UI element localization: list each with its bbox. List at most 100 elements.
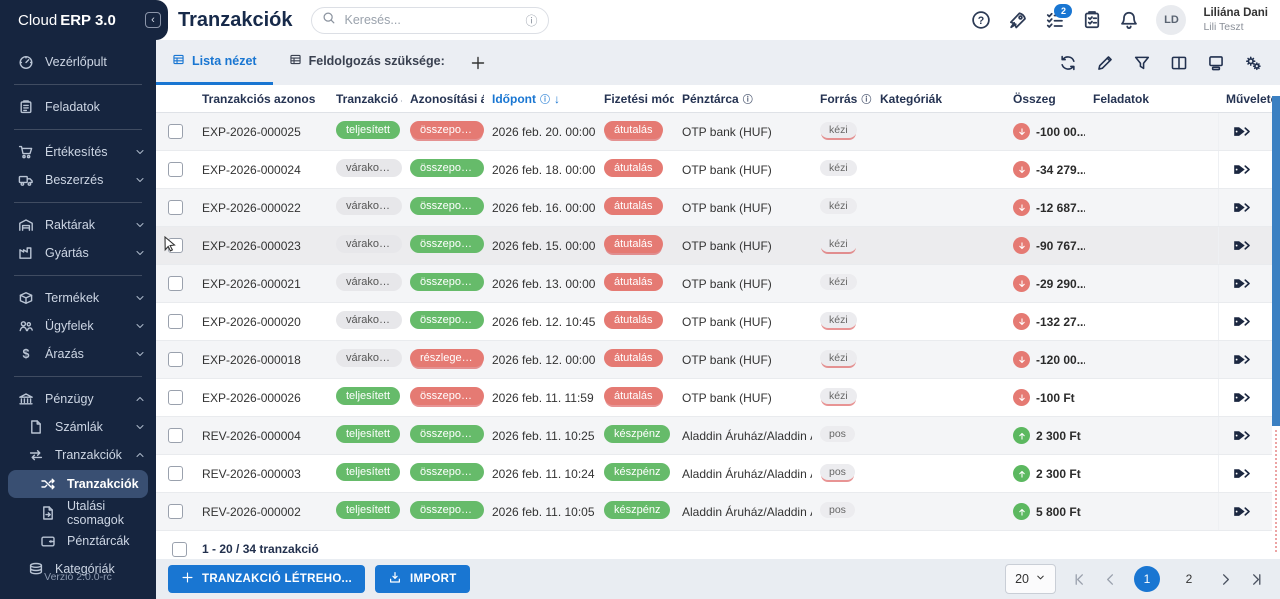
bottom-action-bar: TRANZAKCIÓ LÉTREHO... IMPORT 20 1 2 — [156, 559, 1280, 599]
tags-action-button[interactable] — [1233, 238, 1250, 253]
row-checkbox[interactable] — [167, 390, 183, 405]
table-settings-icon[interactable] — [1244, 54, 1262, 72]
sidebar-item-raktárak[interactable]: Raktárak — [0, 211, 156, 239]
task-list-icon[interactable]: 2 — [1045, 4, 1073, 30]
sidebar-item-vezérlőpult[interactable]: Vezérlőpult — [0, 48, 156, 76]
tags-action-button[interactable] — [1233, 504, 1250, 519]
column-header-időpont[interactable]: Időpont ⓘ ↓ — [484, 91, 596, 107]
row-checkbox[interactable] — [167, 314, 183, 329]
column-header-fizetési-mód[interactable]: Fizetési mód — [596, 92, 674, 106]
row-checkbox[interactable] — [167, 162, 183, 177]
rocket-icon[interactable] — [1008, 10, 1028, 30]
import-button[interactable]: IMPORT — [375, 565, 470, 593]
tags-action-button[interactable] — [1233, 276, 1250, 291]
tags-action-button[interactable] — [1233, 162, 1250, 177]
column-header-forrás[interactable]: Forrás ⓘ — [812, 91, 872, 107]
wallet-name: OTP bank (HUF) — [682, 162, 772, 177]
edit-pencil-icon[interactable] — [1096, 54, 1114, 72]
table-row[interactable]: EXP-2026-000018 várakozik részleges... 2026… — [156, 341, 1272, 379]
sidebar-item-számlák[interactable]: Számlák — [0, 413, 156, 441]
tags-action-button[interactable] — [1233, 466, 1250, 481]
row-checkbox[interactable] — [167, 276, 183, 291]
info-icon[interactable]: ⓘ — [861, 95, 872, 106]
info-icon[interactable]: ⓘ — [539, 95, 550, 106]
row-checkbox[interactable] — [167, 504, 183, 519]
amount-value: -100 Ft — [1036, 390, 1075, 405]
amount-cell: -34 279... — [1005, 161, 1085, 178]
last-page-button[interactable] — [1249, 572, 1264, 587]
avatar[interactable]: LD — [1156, 5, 1187, 35]
table-row[interactable]: EXP-2026-000021 várakozik összepont... 2026… — [156, 265, 1272, 303]
row-checkbox[interactable] — [167, 428, 183, 443]
column-header-művelete[interactable]: Művelete — [1218, 92, 1272, 106]
table-row[interactable]: EXP-2026-000026 teljesített összepont... 20… — [156, 379, 1272, 417]
table-row[interactable]: EXP-2026-000022 várakozik összepont... 2026… — [156, 189, 1272, 227]
column-header-tranzakciós-azonos[interactable]: Tranzakciós azonos — [194, 92, 328, 106]
column-header-tranzakció-álla[interactable]: Tranzakció álla — [328, 92, 402, 106]
page-2-button[interactable]: 2 — [1185, 572, 1193, 586]
create-transaction-button[interactable]: TRANZAKCIÓ LÉTREHO... — [168, 565, 366, 593]
tab-feldolgozas-szukseges[interactable]: Feldolgozás szüksége: — [273, 40, 461, 85]
source-badge: kézi — [820, 274, 857, 290]
row-checkbox[interactable] — [167, 352, 183, 367]
sidebar-item-gyártás[interactable]: Gyártás — [0, 239, 156, 267]
search-info-icon[interactable]: ⓘ — [525, 13, 538, 28]
sidebar-item-kategóriák[interactable]: Kategóriák — [0, 555, 156, 583]
column-header-kategóriák[interactable]: Kategóriák — [872, 92, 1005, 106]
sidebar-item-pénztárcák[interactable]: Pénztárcák — [0, 527, 156, 555]
sidebar-item-ügyfelek[interactable]: Ügyfelek — [0, 312, 156, 340]
help-icon[interactable]: ? — [971, 10, 991, 30]
sidebar-item-pénzügy[interactable]: Pénzügy — [0, 385, 156, 413]
payment-method-badge: készpénz — [604, 501, 671, 519]
prev-page-button[interactable] — [1103, 572, 1118, 587]
column-header-összeg[interactable]: Összeg — [1005, 92, 1085, 106]
row-checkbox[interactable] — [167, 466, 183, 481]
tags-action-button[interactable] — [1233, 390, 1250, 405]
tags-action-button[interactable] — [1233, 314, 1250, 329]
table-row[interactable]: EXP-2026-000025 teljesített összepont... 20… — [156, 113, 1272, 151]
table-row[interactable]: EXP-2026-000020 várakozik összepont... 2026… — [156, 303, 1272, 341]
table-row[interactable]: EXP-2026-000023 várakozik összepont... 2026… — [156, 227, 1272, 265]
column-header-feladatok[interactable]: Feladatok — [1085, 92, 1218, 106]
sidebar-item-feladatok[interactable]: Feladatok — [0, 93, 156, 121]
tags-action-button[interactable] — [1233, 124, 1250, 139]
clipboard-icon[interactable] — [1082, 10, 1102, 30]
tags-action-button[interactable] — [1233, 428, 1250, 443]
row-checkbox[interactable] — [167, 238, 183, 253]
notifications-bell-icon[interactable] — [1119, 10, 1139, 30]
next-page-button[interactable] — [1218, 572, 1233, 587]
table-row[interactable]: EXP-2026-000024 várakozik összepont... 2026… — [156, 151, 1272, 189]
layout-panel-icon[interactable] — [1207, 54, 1225, 72]
table-row[interactable]: REV-2026-000003 teljesített összepont... 20… — [156, 455, 1272, 493]
first-page-button[interactable] — [1072, 572, 1087, 587]
refresh-icon[interactable] — [1059, 54, 1077, 72]
search-input[interactable] — [342, 12, 526, 28]
sidebar-item-termékek[interactable]: Termékek — [0, 284, 156, 312]
sort-descending-icon[interactable]: ↓ — [553, 91, 560, 106]
sidebar-item-beszerzés[interactable]: Beszerzés — [0, 166, 156, 194]
transaction-date: 2026 feb. 15. 00:00 — [492, 238, 596, 253]
sidebar-item-tranzakciók[interactable]: Tranzakciók — [0, 441, 156, 469]
tab-lista-nezet[interactable]: Lista nézet — [156, 40, 273, 85]
sidebar-item-tranzakciók[interactable]: Tranzakciók — [8, 470, 148, 498]
tags-action-button[interactable] — [1233, 352, 1250, 367]
page-size-select[interactable]: 20 — [1005, 564, 1056, 594]
table-row[interactable]: REV-2026-000004 teljesített összepont... 20… — [156, 417, 1272, 455]
info-icon[interactable]: ⓘ — [742, 95, 753, 106]
filter-icon[interactable] — [1133, 54, 1151, 72]
columns-icon[interactable] — [1170, 54, 1188, 72]
add-view-button[interactable] — [461, 40, 495, 85]
sidebar-item-utalási-csomagok[interactable]: Utalási csomagok — [0, 499, 156, 527]
column-header-pénztárca[interactable]: Pénztárca ⓘ — [674, 91, 812, 107]
column-header-azonosítási-áll[interactable]: Azonosítási áll — [402, 92, 484, 106]
vertical-scrollbar[interactable] — [1272, 96, 1280, 426]
row-checkbox[interactable] — [167, 124, 183, 139]
page-1-button[interactable]: 1 — [1134, 566, 1160, 592]
row-checkbox[interactable] — [167, 200, 183, 215]
table-row[interactable]: REV-2026-000002 teljesített összepont... 20… — [156, 493, 1272, 531]
collapse-sidebar-button[interactable]: ‹ — [145, 12, 161, 28]
tags-action-button[interactable] — [1233, 200, 1250, 215]
sidebar-item-árazás[interactable]: $ Árazás — [0, 340, 156, 368]
select-all-checkbox[interactable] — [171, 541, 187, 557]
sidebar-item-értékesítés[interactable]: Értékesítés — [0, 138, 156, 166]
